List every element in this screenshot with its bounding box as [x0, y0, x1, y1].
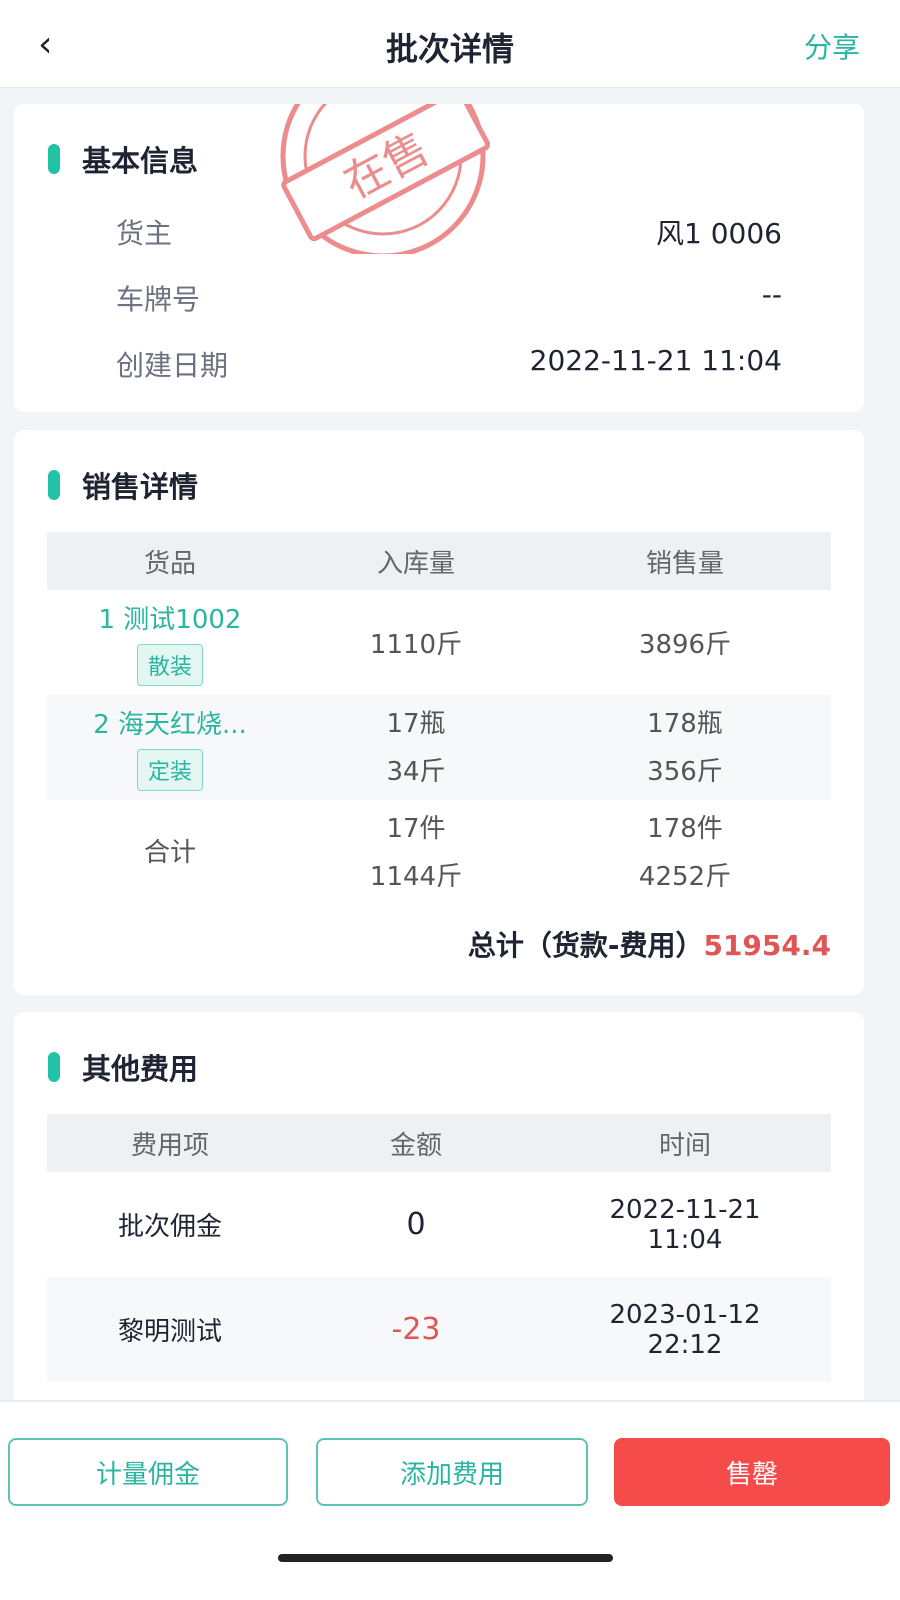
basic-info-card: 基本信息 货主 风1 0006 车牌号 -- 创建日期 2022-11-21 11:0…: [14, 104, 864, 412]
action-bar: 计量佣金 添加费用 售罄: [0, 1400, 900, 1600]
table-row[interactable]: 黎明测试 -23 2023-01-12 22:12: [47, 1277, 831, 1382]
sales-table: 货品 入库量 销售量 1 测试1002 散装 1110斤 3896斤 2 海天红烧…: [47, 532, 831, 905]
table-header: 货品 入库量 销售量: [47, 532, 831, 590]
section-title: 基本信息: [48, 138, 198, 180]
nav-bar: ‹ 批次详情 分享: [0, 0, 900, 88]
grand-total: 总计（货款-费用）51954.4: [467, 929, 831, 962]
section-title: 其他费用: [48, 1046, 198, 1088]
product-name[interactable]: 2 海天红烧...: [93, 710, 247, 740]
grand-total-value: 51954.4: [703, 929, 831, 962]
table-row[interactable]: 1 测试1002 散装 1110斤 3896斤: [47, 590, 831, 695]
table-row[interactable]: 批次佣金 0 2022-11-21 11:04: [117, 1194, 761, 1255]
total-row: 合计 17件 1144斤 178件 4252斤: [143, 813, 732, 892]
table-row[interactable]: 2 海天红烧... 定装 17瓶 34斤 178瓶 356斤: [47, 695, 831, 800]
product-name[interactable]: 1 测试1002: [98, 605, 242, 635]
fees-table: 费用项 金额 时间 批次佣金 0 2022-11-21 11:04 黎明测试 -2…: [47, 1114, 831, 1382]
weight-commission-button[interactable]: 计量佣金: [8, 1438, 288, 1506]
info-row-date: 创建日期 2022-11-21 11:04: [116, 344, 782, 382]
sales-detail-card: 销售详情 货品 入库量 销售量 1 测试1002 散装 1110斤 3896斤 2…: [14, 430, 864, 995]
info-row-plate: 车牌号 --: [116, 278, 782, 316]
table-header: 费用项 金额 时间: [47, 1114, 831, 1172]
info-row-owner: 货主 风1 0006: [116, 217, 782, 250]
share-button[interactable]: 分享: [803, 31, 860, 64]
back-icon[interactable]: ‹: [38, 24, 53, 65]
add-fee-button[interactable]: 添加费用: [316, 1438, 588, 1506]
on-sale-stamp: 在售: [280, 104, 490, 254]
pack-tag: 定装: [136, 749, 203, 791]
section-title: 销售详情: [48, 464, 198, 506]
page-title: 批次详情: [385, 30, 514, 68]
home-indicator: [278, 1554, 613, 1562]
sold-out-button[interactable]: 售罄: [614, 1438, 890, 1506]
pack-tag: 散装: [136, 644, 203, 686]
other-fees-card: 其他费用 费用项 金额 时间 批次佣金 0 2022-11-21 11:04 黎明…: [14, 1012, 864, 1412]
